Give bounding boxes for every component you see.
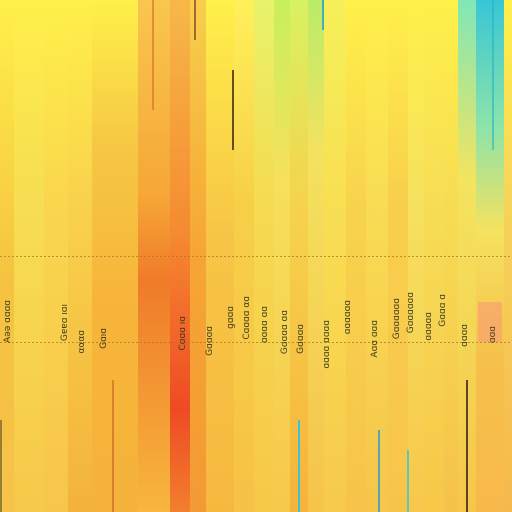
stroke — [322, 0, 324, 30]
glyph-text: Aəə ɑɑɑɑ — [3, 300, 13, 343]
glyph-text: ɑɑɑɑɑɑ — [343, 300, 353, 335]
glyph-column: αααɑ — [77, 330, 87, 354]
glyph-column: ɑɑɑɑ — [460, 324, 470, 347]
glyph-column: Gɑıɑ — [99, 328, 109, 349]
glyph-text: Gɑɑɑɑɑɑ — [392, 298, 402, 340]
glyph-column: ɑɑɑɑ ɑɑɑɑ — [322, 320, 332, 369]
glyph-column: Aɑɑ ɑɑɑ — [370, 320, 380, 358]
glyph-column: ɑɑɑ — [488, 326, 498, 343]
glyph-column: Aəə ɑɑɑɑ — [3, 300, 13, 343]
stroke — [0, 420, 2, 512]
glyph-column: ɑɑɑɑɑɑ — [343, 300, 353, 334]
glyph-text: Cɑɑɑ ıɑ — [178, 316, 188, 351]
glyph-text: Cɑɑɑɑ αɑ — [242, 296, 252, 340]
glyph-column: ɑɑɑɑɑ — [424, 312, 434, 341]
glyph-text: Gɑɑɑɑ — [205, 326, 215, 356]
glyph-text: Gɑɑɑ ɑ — [438, 294, 448, 327]
glyph-column: Gɑɑɑɑɑɑ — [406, 292, 416, 333]
glyph-text: ɑɑɑɑ — [460, 324, 470, 347]
glyph-column: Cɑɑɑ ıɑ — [178, 316, 188, 351]
glyph-text: ɑɑɑɑ ɑɑ — [260, 306, 270, 344]
dashed-line — [0, 256, 512, 257]
patch — [478, 302, 502, 342]
glyph-text: ɑɑɑ — [488, 326, 498, 344]
stroke — [466, 380, 468, 512]
glyph-text: Gɑɑɑɑ ɑɑ — [280, 310, 290, 355]
glyph-text: Aɑɑ ɑɑɑ — [370, 320, 380, 358]
stroke — [378, 430, 380, 512]
glyph-text: Gɐɐɑ ıɑı — [60, 304, 70, 342]
glyph-text: Gɑɑɑɑɑɑ — [406, 292, 416, 334]
glyph-column: Gɐɐɑ ıɑı — [60, 304, 70, 341]
stroke — [194, 0, 196, 40]
glyph-column: ɑɑɑɑ ɑɑ — [260, 306, 270, 343]
stroke — [112, 380, 114, 512]
glyph-text: ɡɑɑɑ — [226, 306, 236, 329]
glyph-column: Gɑɑɑɑ — [205, 326, 215, 356]
stroke — [407, 450, 409, 512]
glyph-column: Gɑɑɑɑɑɑ — [392, 298, 402, 339]
glyph-column: Gɑɑɑ ɑ — [438, 294, 448, 327]
glyph-column: Gɑɑɑɑ ɑɑ — [280, 310, 290, 354]
glyph-text: ɑɑɑɑɑ — [424, 312, 434, 341]
glyph-text: Gɑɑɑɑ — [296, 324, 306, 354]
stroke — [492, 0, 494, 150]
stroke — [152, 0, 154, 110]
glyph-text: Gɑıɑ — [99, 328, 109, 349]
glyph-text: ɑɑɑɑ ɑɑɑɑ — [322, 320, 332, 369]
stroke — [232, 70, 234, 150]
dashed-line — [0, 342, 512, 343]
glyph-column: Cɑɑɑɑ αɑ — [242, 296, 252, 340]
glyph-column: Gɑɑɑɑ — [296, 324, 306, 354]
stroke — [298, 420, 300, 512]
glyph-text: αααɑ — [77, 330, 87, 354]
glyph-column: ɡɑɑɑ — [226, 306, 236, 329]
